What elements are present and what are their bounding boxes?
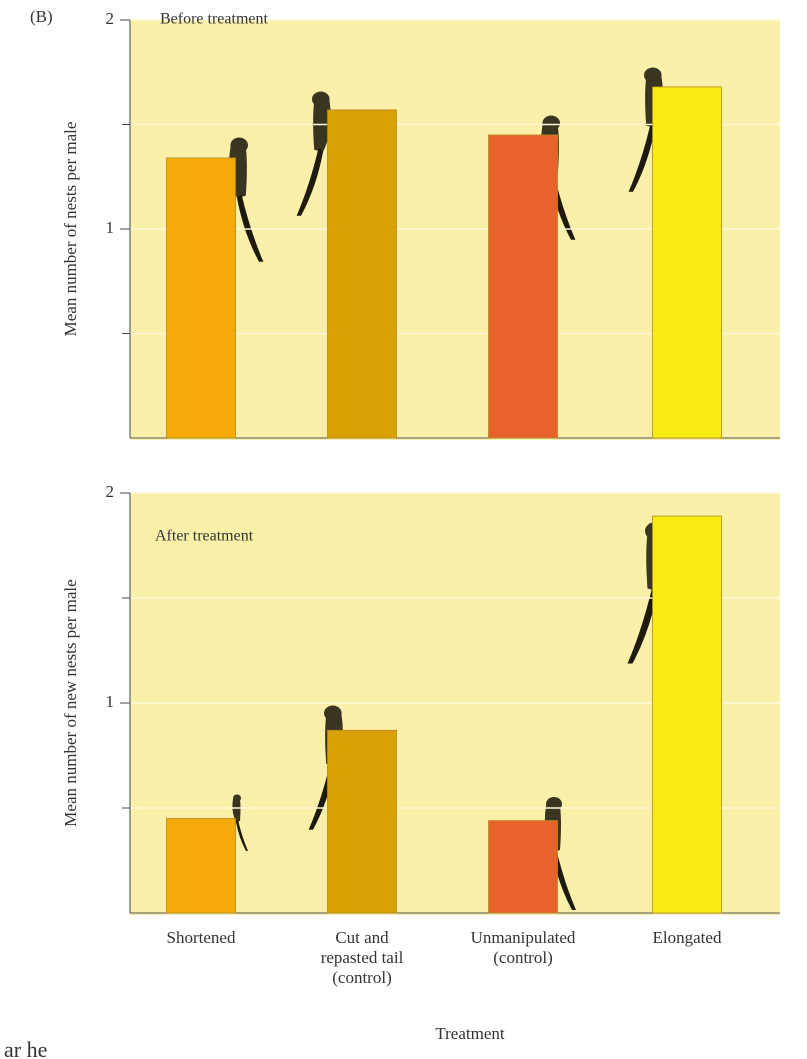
y-tick-label: 1 (106, 692, 115, 711)
panel-title: After treatment (155, 528, 254, 545)
bar (167, 158, 236, 438)
panel-title: Before treatment (160, 11, 269, 28)
x-tick-label: Unmanipulated (control) (443, 928, 603, 968)
page-fragment: ar he (4, 1037, 47, 1059)
y-tick-label: 2 (106, 482, 115, 501)
page: (B) Treatment ar he 1 2 Before treatment Me… (0, 0, 807, 1059)
x-axis-label: Treatment (435, 1024, 505, 1043)
bar (653, 87, 722, 438)
x-tick-label: Shortened (121, 928, 281, 948)
x-tick-label: Elongated (607, 928, 767, 948)
y-tick-label: 2 (106, 9, 115, 28)
y-axis-label: Mean number of nests per male (61, 122, 80, 337)
x-tick-label: Cut and repasted tail (control) (282, 928, 442, 988)
bar (489, 135, 558, 438)
bar (328, 110, 397, 438)
bar (653, 516, 722, 913)
y-axis-label: Mean number of new nests per male (61, 579, 80, 826)
panel-label: (B) (30, 7, 53, 26)
bar (489, 821, 558, 913)
chart: (B) Treatment ar he 1 2 Before treatment Me… (0, 0, 807, 1059)
bar (328, 730, 397, 913)
bar (167, 819, 236, 914)
y-tick-label: 1 (106, 218, 115, 237)
